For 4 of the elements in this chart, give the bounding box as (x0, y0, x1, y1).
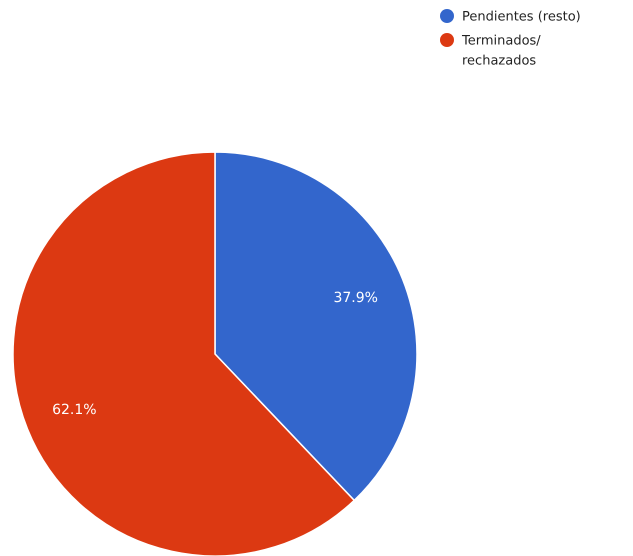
data-label: 37.9% (333, 290, 378, 306)
data-label: 62.1% (52, 402, 97, 418)
legend-label: Pendientes (resto) (462, 10, 581, 25)
legend-label: Terminados/ rechazados (461, 34, 542, 69)
